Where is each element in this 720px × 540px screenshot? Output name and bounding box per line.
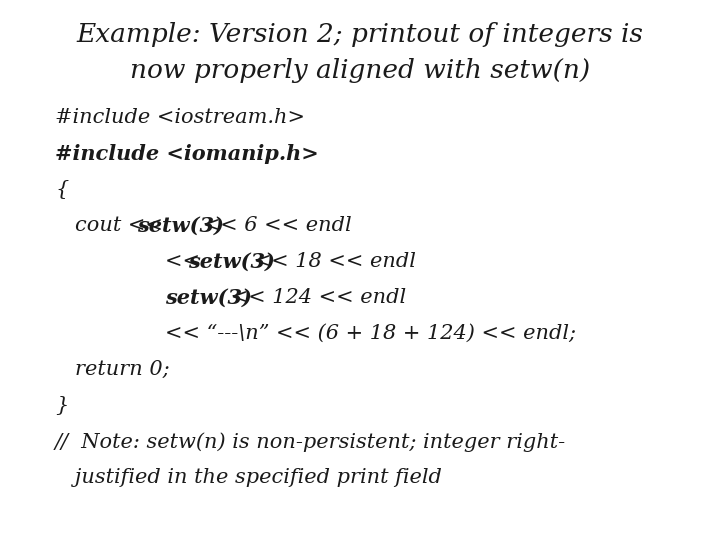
- Text: now properly aligned with setw(n): now properly aligned with setw(n): [130, 58, 590, 83]
- Text: << 124 << endl: << 124 << endl: [224, 288, 406, 307]
- Text: justified in the specified print field: justified in the specified print field: [55, 468, 442, 487]
- Text: << 18 << endl: << 18 << endl: [247, 252, 416, 271]
- Text: <<: <<: [165, 252, 207, 271]
- Text: return 0;: return 0;: [75, 360, 170, 379]
- Text: setw(3): setw(3): [165, 288, 252, 308]
- Text: setw(3): setw(3): [138, 216, 224, 236]
- Text: #include <iostream.h>: #include <iostream.h>: [55, 108, 305, 127]
- Text: << “---\n” << (6 + 18 + 124) << endl;: << “---\n” << (6 + 18 + 124) << endl;: [165, 324, 576, 343]
- Text: setw(3): setw(3): [189, 252, 275, 272]
- Text: Example: Version 2; printout of integers is: Example: Version 2; printout of integers…: [76, 22, 644, 47]
- Text: //  Note: setw(n) is non-persistent; integer right-: // Note: setw(n) is non-persistent; inte…: [55, 432, 566, 451]
- Text: {: {: [55, 180, 68, 199]
- Text: }: }: [55, 396, 68, 415]
- Text: cout <<: cout <<: [75, 216, 169, 235]
- Text: #include <iomanip.h>: #include <iomanip.h>: [55, 144, 319, 164]
- Text: << 6 << endl: << 6 << endl: [196, 216, 352, 235]
